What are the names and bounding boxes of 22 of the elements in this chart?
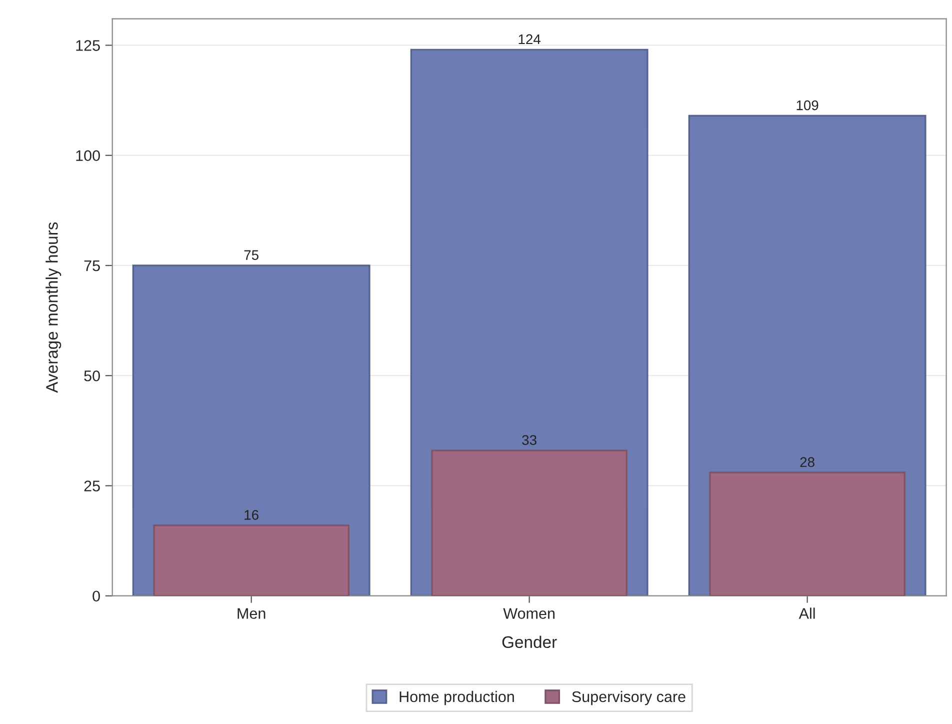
bar — [431, 450, 628, 596]
data-label: 16 — [244, 510, 258, 520]
data-label: 75 — [244, 250, 258, 260]
bar — [709, 472, 906, 596]
y-tick-label: 125 — [76, 40, 100, 51]
y-tick-label: 25 — [84, 480, 100, 492]
data-label: 28 — [800, 457, 814, 467]
x-tick-label: All — [798, 608, 815, 619]
x-tick-label: Men — [238, 608, 266, 619]
y-tick-label: 75 — [84, 260, 100, 272]
y-axis-title: Average monthly hours — [46, 222, 62, 393]
legend-label: Supervisory care — [572, 690, 686, 706]
data-label: 109 — [796, 100, 818, 110]
legend-label: Home production — [400, 690, 514, 706]
x-tick-label: Women — [503, 608, 555, 619]
y-tick-label: 0 — [92, 590, 100, 602]
bar — [153, 524, 350, 596]
data-label: 124 — [518, 34, 540, 44]
y-tick-label: 50 — [84, 370, 100, 382]
data-label: 33 — [522, 435, 536, 445]
x-axis-title: Gender — [502, 636, 557, 648]
y-tick-label: 100 — [76, 150, 100, 162]
